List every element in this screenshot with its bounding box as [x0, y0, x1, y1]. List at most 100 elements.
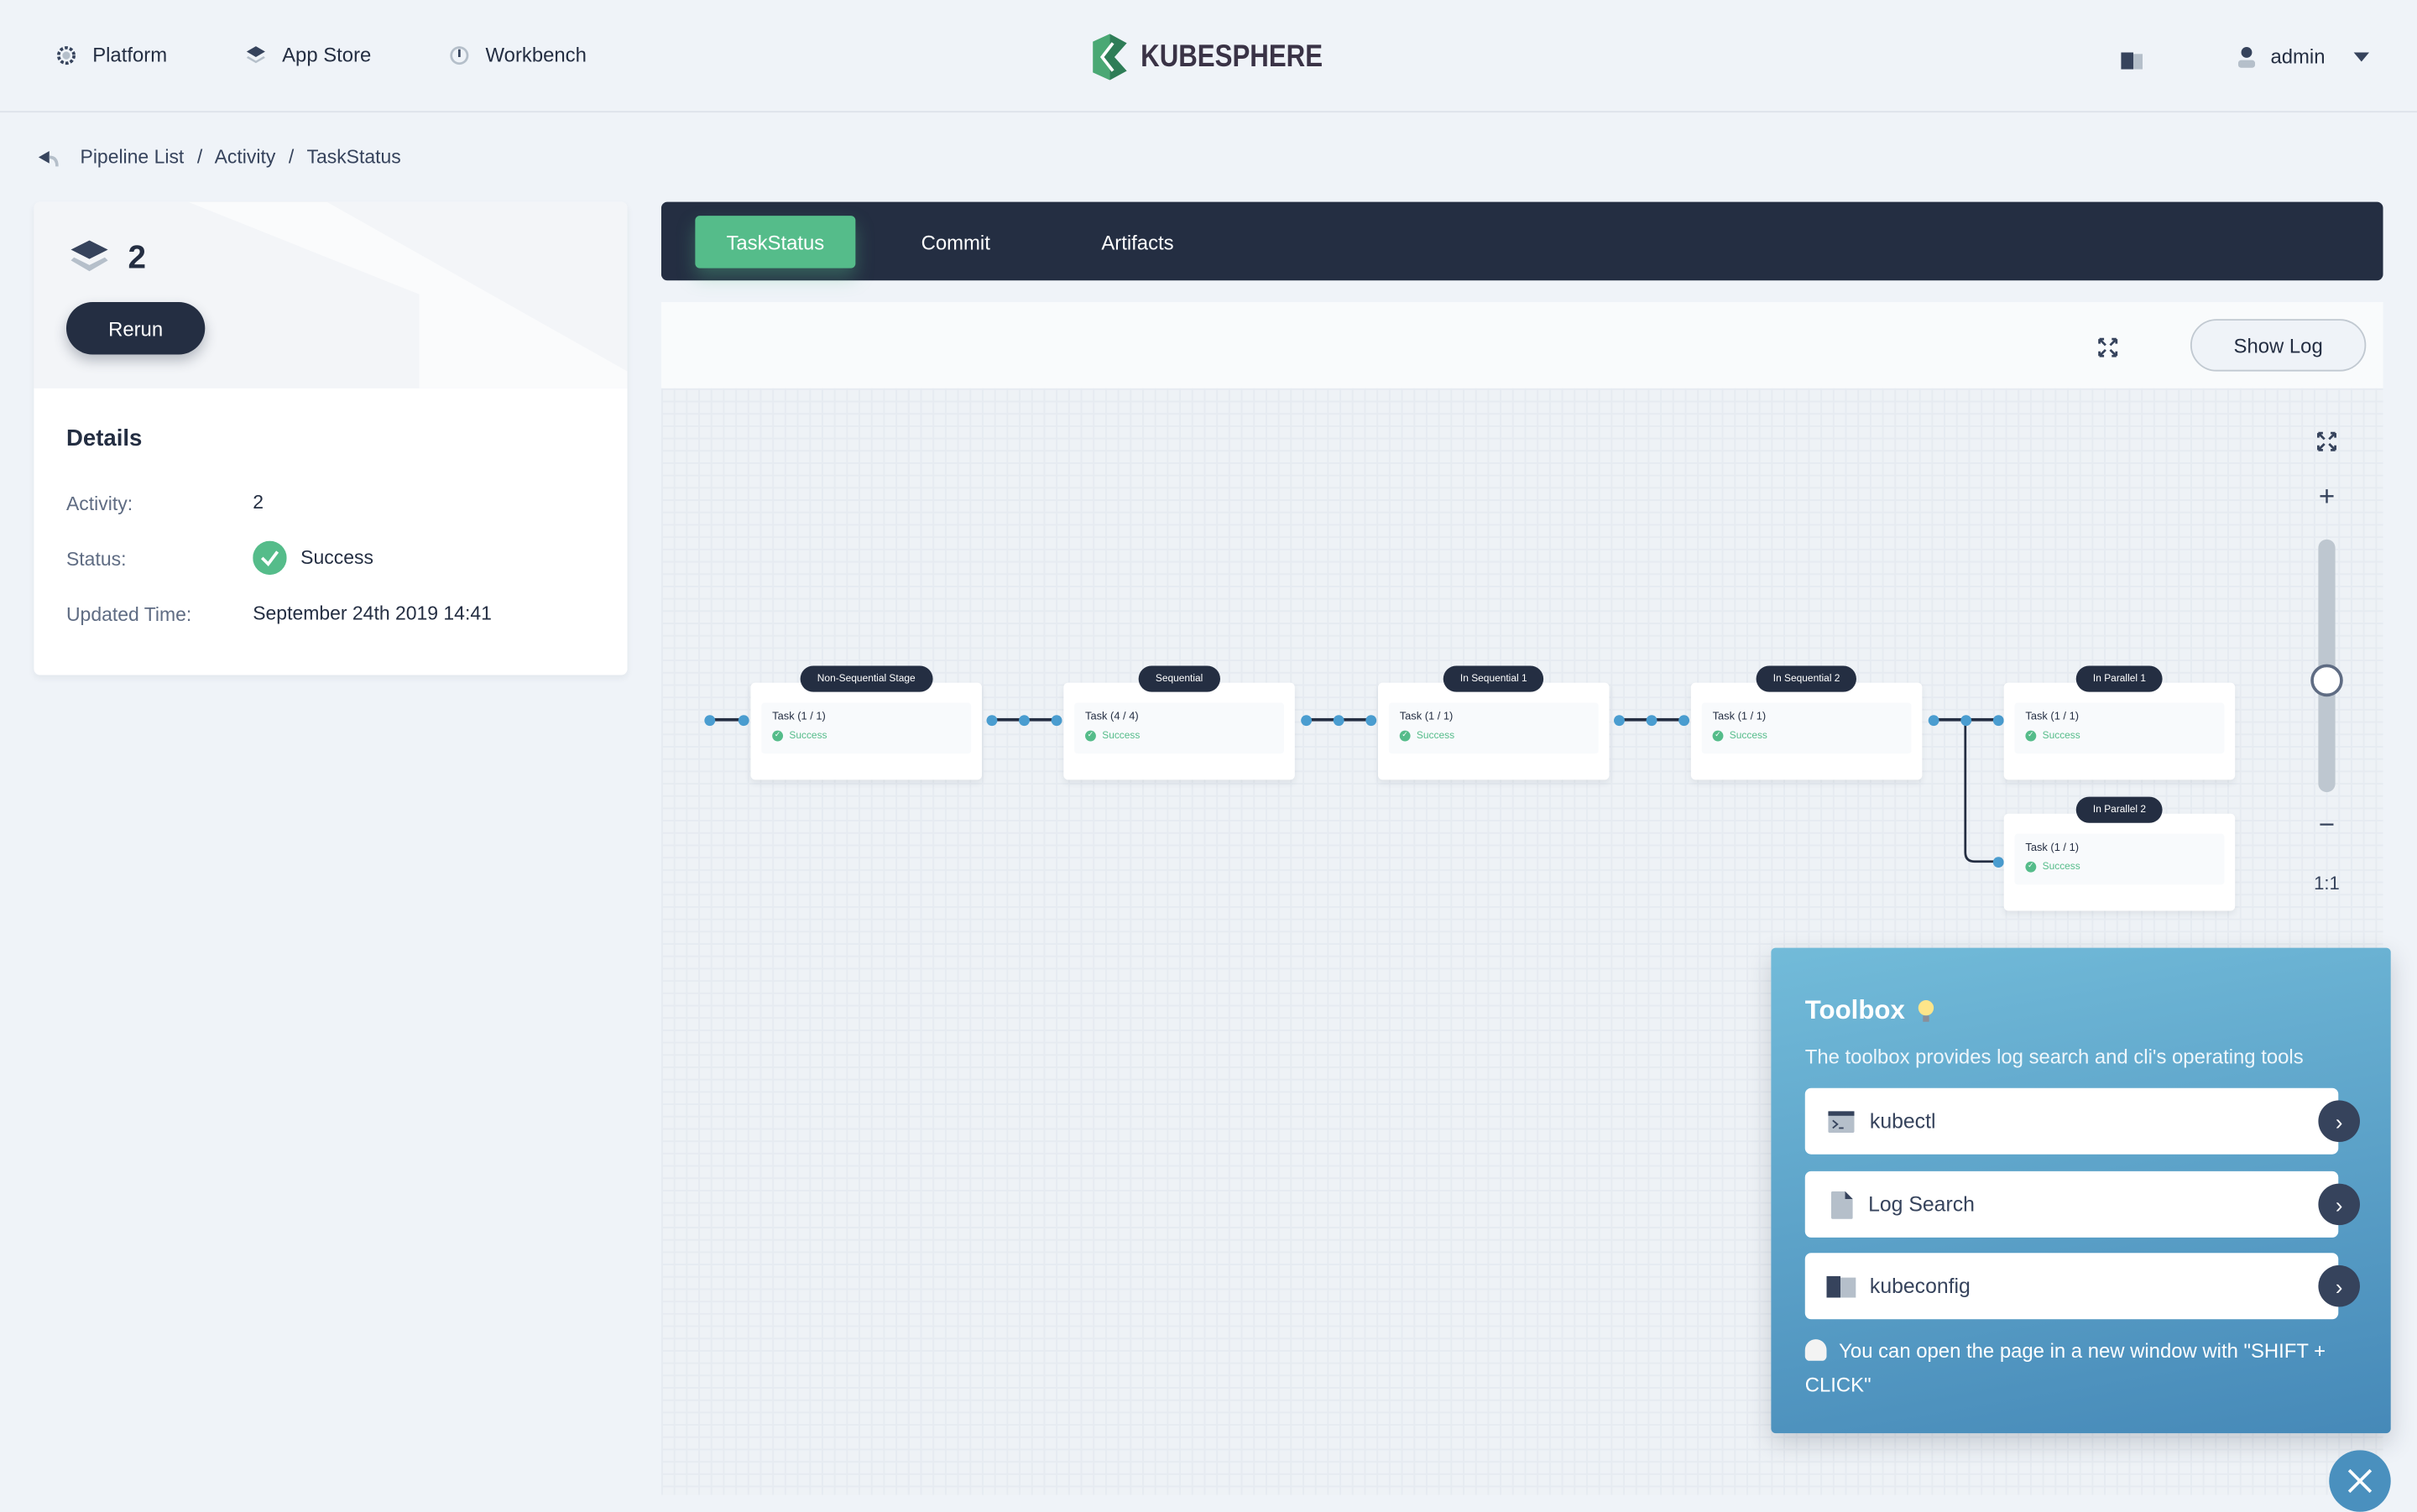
- tab-commit[interactable]: Commit: [921, 230, 990, 254]
- toolbox-close-button[interactable]: [2329, 1450, 2391, 1512]
- stage-status: ✓ Success: [2025, 861, 2080, 873]
- status-badge: Success: [253, 540, 373, 576]
- rerun-button[interactable]: Rerun: [65, 301, 206, 355]
- activity-value: 2: [253, 491, 264, 514]
- updated-time-value: September 24th 2019 14:41: [253, 602, 492, 624]
- success-check-icon: ✓: [2025, 861, 2037, 873]
- stage-status: ✓ Success: [1712, 730, 1767, 742]
- zoom-slider-handle[interactable]: [2310, 664, 2343, 697]
- stage-node[interactable]: Non-Sequential Stage Task (1 / 1) ✓ Succes…: [750, 665, 982, 780]
- docs-icon[interactable]: [2121, 50, 2143, 70]
- top-header: Platform App Store Workbench KUBESPHERE …: [0, 0, 2417, 113]
- connector-dot: [1992, 856, 2003, 868]
- connector-dot: [1927, 714, 1939, 726]
- details-title: Details: [65, 425, 143, 452]
- caret-down-icon: [2354, 51, 2370, 61]
- stage-node[interactable]: In Sequential 2 Task (1 / 1) ✓ Success: [1690, 665, 1923, 780]
- nav-workbench-label: Workbench: [485, 43, 587, 66]
- stage-status: ✓ Success: [2025, 730, 2080, 742]
- stage-status: ✓ Success: [772, 730, 827, 742]
- book-icon: [1826, 1275, 1856, 1297]
- toolbox-tip: You can open the page in a new window wi…: [1804, 1335, 2360, 1403]
- breadcrumb-separator: /: [196, 146, 203, 169]
- kubesphere-logo-icon: [1093, 34, 1127, 81]
- stage-task-count: Task (1 / 1): [772, 712, 826, 723]
- user-menu[interactable]: admin: [2237, 44, 2372, 68]
- connector-dot: [1300, 714, 1312, 726]
- zoom-in-button[interactable]: +: [2318, 481, 2336, 512]
- stage-status-text: Success: [2042, 861, 2080, 873]
- stage-name: In Parallel 2: [2075, 796, 2164, 823]
- stage-status-text: Success: [789, 730, 827, 742]
- connector-dot: [703, 714, 715, 726]
- chevron-right-icon[interactable]: ›: [2318, 1264, 2360, 1307]
- stage-status: ✓ Success: [1085, 730, 1141, 742]
- success-check-icon: [253, 540, 287, 576]
- stage-status-text: Success: [2042, 730, 2080, 742]
- ghost-icon: [1804, 1339, 1827, 1361]
- connector-dot: [737, 714, 749, 726]
- nav-workbench[interactable]: Workbench: [448, 43, 587, 66]
- stage-node[interactable]: Sequential Task (4 / 4) ✓ Success: [1063, 665, 1295, 780]
- success-check-icon: ✓: [1399, 730, 1411, 742]
- connector-dot: [1018, 714, 1029, 726]
- username: admin: [2270, 44, 2326, 68]
- breadcrumb-separator: /: [288, 146, 295, 169]
- status-label: Status:: [65, 548, 127, 571]
- chevron-right-icon[interactable]: ›: [2318, 1183, 2360, 1226]
- stage-name: In Sequential 2: [1756, 665, 1857, 692]
- pipeline-icon: [70, 240, 108, 272]
- connector: [708, 717, 744, 722]
- stage-status-text: Success: [1102, 730, 1141, 742]
- breadcrumb-pipeline-list[interactable]: Pipeline List: [80, 146, 185, 169]
- toolbox-log-search[interactable]: Log Search ›: [1804, 1170, 2360, 1238]
- tab-artifacts[interactable]: Artifacts: [1101, 230, 1174, 254]
- terminal-icon: [1828, 1110, 1855, 1133]
- updated-time-label: Updated Time:: [65, 603, 192, 626]
- breadcrumb: Pipeline List / Activity / TaskStatus: [81, 146, 401, 168]
- parallel-connector: [1964, 719, 1998, 863]
- nav-app-store[interactable]: App Store: [245, 43, 371, 66]
- stage-node[interactable]: In Sequential 1 Task (1 / 1) ✓ Success: [1378, 665, 1610, 780]
- back-icon[interactable]: [37, 148, 59, 175]
- success-check-icon: ✓: [2025, 730, 2037, 742]
- toolbox-title-text: Toolbox: [1804, 995, 1905, 1025]
- stage-task-count: Task (1 / 1): [2025, 842, 2080, 854]
- stage-task-count: Task (1 / 1): [1399, 712, 1454, 723]
- tab-bar: TaskStatus Commit Artifacts: [660, 201, 2383, 281]
- connector-dot: [1960, 714, 1971, 726]
- gear-icon: [55, 44, 77, 65]
- connector-dot: [1645, 714, 1657, 726]
- file-icon: [1830, 1190, 1853, 1218]
- toolbox-description: The toolbox provides log search and cli'…: [1804, 1045, 2304, 1068]
- graph-toolbar: Show Log: [660, 301, 2383, 388]
- kubesphere-logo[interactable]: KUBESPHERE: [1088, 34, 1355, 81]
- zoom-reset-button[interactable]: 1:1: [2314, 872, 2340, 894]
- toolbox-title: Toolbox: [1805, 996, 1934, 1027]
- toolbox-kubeconfig[interactable]: kubeconfig ›: [1804, 1253, 2360, 1320]
- chevron-right-icon[interactable]: ›: [2318, 1100, 2360, 1142]
- fit-screen-icon[interactable]: [2317, 431, 2337, 451]
- show-log-button[interactable]: Show Log: [2190, 319, 2367, 372]
- success-check-icon: ✓: [772, 730, 784, 742]
- stage-node[interactable]: In Parallel 1 Task (1 / 1) ✓ Success: [2003, 665, 2236, 780]
- nav-platform[interactable]: Platform: [55, 43, 167, 66]
- connector-dot: [1613, 714, 1624, 726]
- layers-icon: [245, 44, 267, 65]
- banner-decoration: [188, 201, 628, 388]
- breadcrumb-activity[interactable]: Activity: [214, 146, 276, 169]
- toolbox-item-label: kubeconfig: [1869, 1274, 1971, 1298]
- fullscreen-icon[interactable]: [2098, 337, 2118, 357]
- zoom-out-button[interactable]: −: [2318, 809, 2336, 841]
- stage-node[interactable]: In Parallel 2 Task (1 / 1) ✓ Success: [2003, 796, 2236, 911]
- toolbox-tip-text: You can open the page in a new window wi…: [1804, 1339, 2326, 1397]
- stage-task-count: Task (1 / 1): [1712, 712, 1767, 723]
- connector-dot: [1678, 714, 1689, 726]
- stage-name: Non-Sequential Stage: [800, 665, 932, 692]
- nav-platform-label: Platform: [92, 43, 168, 66]
- toolbox-kubectl[interactable]: kubectl ›: [1804, 1087, 2360, 1155]
- tab-taskstatus[interactable]: TaskStatus: [695, 216, 856, 269]
- dashboard-icon: [448, 44, 470, 65]
- logo-text: KUBESPHERE: [1141, 39, 1323, 74]
- toolbox-item-label: Log Search: [1868, 1192, 1975, 1217]
